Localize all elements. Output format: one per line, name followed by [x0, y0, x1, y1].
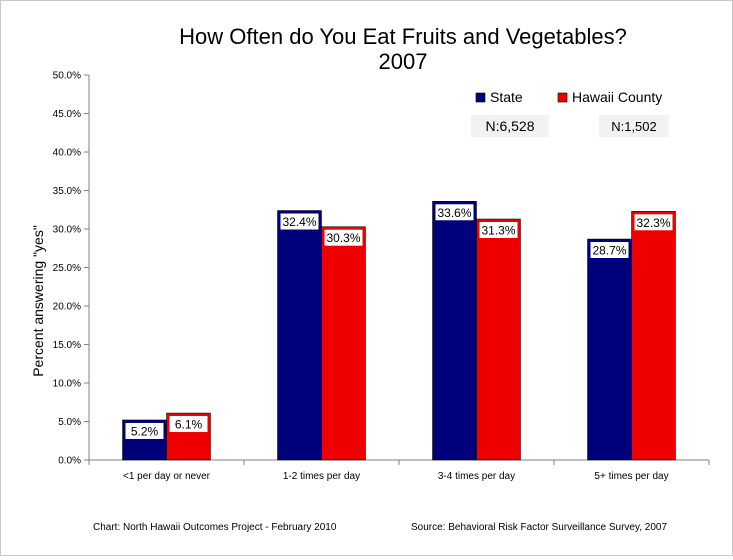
x-tick-label: 1-2 times per day: [283, 471, 360, 482]
data-label: 30.3%: [326, 231, 360, 245]
y-tick-label: 30.0%: [53, 225, 81, 236]
x-tick-label: <1 per day or never: [123, 471, 211, 482]
data-label-box: [479, 221, 518, 238]
chart-title-line-2: 2007: [379, 49, 428, 74]
y-tick-label: 35.0%: [53, 186, 81, 197]
data-label: 28.7%: [592, 244, 626, 258]
data-label: 32.3%: [636, 216, 670, 230]
legend-swatch-state: [475, 92, 486, 103]
data-label: 32.4%: [282, 215, 316, 229]
bar-state: [277, 210, 322, 461]
data-label: 5.2%: [131, 424, 159, 438]
sample-size-hawaii-county: N:1,502: [611, 119, 657, 134]
sample-size-state: N:6,528: [485, 118, 534, 134]
y-tick-label: 25.0%: [53, 263, 81, 274]
sample-size-box-hawaii-county: [599, 115, 669, 137]
y-tick-label: 5.0%: [58, 417, 81, 428]
y-tick-label: 10.0%: [53, 379, 81, 390]
legend-label-state: State: [490, 89, 523, 105]
footer-credit: Chart: North Hawaii Outcomes Project - F…: [93, 522, 337, 533]
y-tick-label: 0.0%: [58, 456, 81, 467]
data-label: 6.1%: [175, 418, 203, 432]
legend: State Hawaii County: [475, 89, 662, 105]
bar-state: [432, 201, 477, 461]
footer-source: Source: Behavioral Risk Factor Surveilla…: [411, 522, 667, 533]
chart-title-line-1: How Often do You Eat Fruits and Vegetabl…: [179, 24, 627, 49]
x-tick-label: 3-4 times per day: [438, 471, 515, 482]
bar-state: [587, 238, 632, 461]
data-label: 33.6%: [437, 206, 471, 220]
data-label-box: [435, 204, 474, 221]
y-tick-label: 50.0%: [53, 71, 81, 82]
y-tick-label: 15.0%: [53, 340, 81, 351]
y-axis-label: Percent answering "yes": [30, 225, 46, 377]
data-label-box: [125, 422, 164, 439]
y-tick-label: 45.0%: [53, 109, 81, 120]
data-label-box: [324, 229, 363, 246]
legend-label-hawaii-county: Hawaii County: [572, 89, 662, 105]
sample-size-box-state: [471, 115, 549, 137]
bar-hawaii-county: [631, 211, 676, 461]
data-label-box: [590, 242, 629, 259]
bar-hawaii-county: [321, 226, 366, 461]
data-label-box: [280, 213, 319, 230]
legend-swatch-hawaii-county: [557, 92, 568, 103]
bar-hawaii-county: [476, 218, 521, 461]
y-tick-label: 40.0%: [53, 148, 81, 159]
x-tick-label: 5+ times per day: [594, 471, 668, 482]
data-label-box: [169, 416, 208, 433]
y-tick-label: 20.0%: [53, 302, 81, 313]
data-label: 31.3%: [481, 223, 515, 237]
data-label-box: [634, 214, 673, 231]
